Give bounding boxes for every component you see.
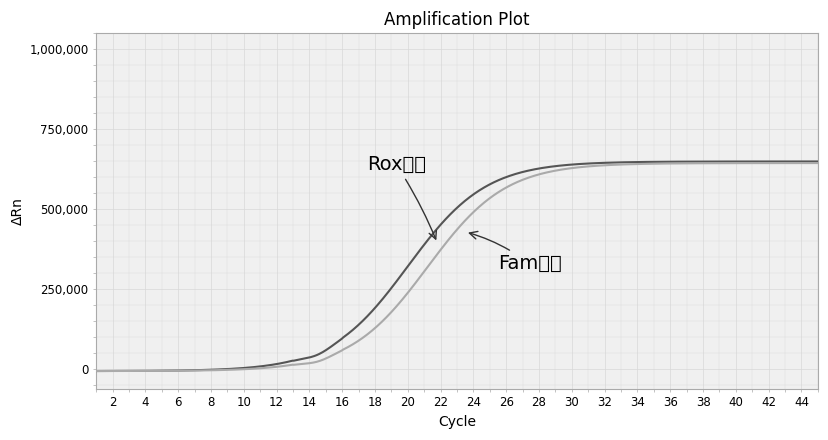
Text: Rox通道: Rox通道 xyxy=(366,155,436,239)
X-axis label: Cycle: Cycle xyxy=(437,415,475,429)
Y-axis label: ΔRn: ΔRn xyxy=(11,197,25,225)
Text: Fam通道: Fam通道 xyxy=(469,231,561,273)
Title: Amplification Plot: Amplification Plot xyxy=(384,11,529,29)
